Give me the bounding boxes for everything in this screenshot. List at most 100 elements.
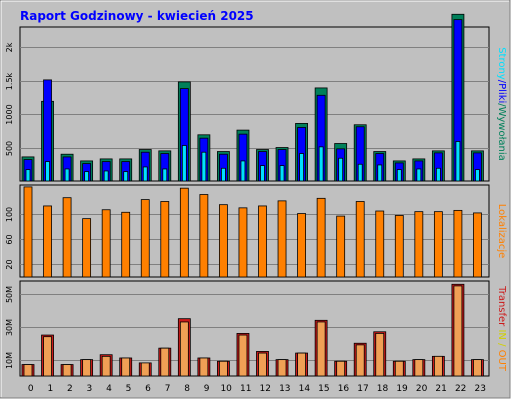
bar-traffic-transfer-in-8 — [179, 321, 189, 377]
legend-label-part: OUT — [496, 350, 507, 372]
legend-label-part: Strony — [496, 47, 507, 80]
panel-traffic-ytick-label: 30M — [5, 319, 14, 336]
bar-hits-files-pages-strony-11 — [240, 160, 246, 182]
bar-visits-lokalizacje-0 — [23, 186, 33, 278]
panel-visits-frame — [19, 184, 490, 278]
xtick-label-6: 6 — [145, 384, 151, 394]
bar-traffic-transfer-in-15 — [316, 321, 326, 377]
bar-hits-files-pages-strony-2 — [64, 168, 70, 182]
xtick-label-4: 4 — [106, 384, 112, 394]
panel-traffic-ytick-label: 50M — [5, 286, 14, 303]
bar-traffic-transfer-in-23 — [473, 359, 482, 377]
bar-traffic-transfer-in-1 — [43, 336, 52, 377]
bar-hits-files-pages-strony-19 — [396, 169, 402, 182]
bar-hits-files-pages-strony-1 — [45, 161, 50, 182]
legend-label-part: Transfer — [496, 285, 507, 327]
bar-visits-lokalizacje-20 — [414, 211, 424, 278]
xtick-label-17: 17 — [357, 384, 368, 394]
legend-label-part: Wywołania — [496, 107, 507, 161]
bar-visits-lokalizacje-21 — [433, 211, 443, 278]
xtick-label-5: 5 — [126, 384, 132, 394]
bar-traffic-transfer-in-3 — [82, 359, 92, 377]
bar-hits-files-pages-strony-10 — [221, 167, 226, 182]
xtick-label-19: 19 — [396, 384, 408, 394]
bar-traffic-transfer-in-22 — [453, 285, 463, 377]
xtick-label-23: 23 — [475, 384, 486, 394]
panel-visits-legend-label: Lokalizacje — [496, 204, 507, 259]
panel-hits-files-pages-ytick-label: 2k — [5, 42, 14, 52]
xtick-label-1: 1 — [47, 384, 53, 394]
bar-hits-files-pages-strony-23 — [475, 169, 480, 182]
xtick-label-7: 7 — [165, 384, 171, 394]
xtick-label-11: 11 — [240, 384, 251, 394]
bar-traffic-transfer-in-2 — [62, 364, 72, 377]
xtick-label-13: 13 — [279, 384, 290, 394]
panel-visits-ytick-label: 20 — [5, 259, 14, 269]
xtick-label-9: 9 — [204, 384, 210, 394]
bar-traffic-transfer-in-0 — [23, 364, 33, 377]
legend-label-part: / — [496, 340, 507, 350]
bar-visits-lokalizacje-11 — [238, 207, 248, 278]
bar-hits-files-pages-strony-16 — [338, 157, 344, 182]
bar-hits-files-pages-strony-17 — [357, 163, 363, 182]
bar-visits-lokalizacje-10 — [219, 204, 228, 278]
bar-hits-files-pages-strony-0 — [25, 169, 31, 182]
bar-visits-lokalizacje-9 — [199, 194, 209, 278]
bar-traffic-transfer-in-5 — [121, 357, 131, 377]
legend-label-part: / — [496, 80, 507, 84]
bar-hits-files-pages-strony-4 — [103, 170, 109, 182]
legend-label-part: IN — [496, 326, 507, 340]
bar-visits-lokalizacje-18 — [375, 210, 385, 278]
xtick-label-21: 21 — [435, 384, 446, 394]
bar-hits-files-pages-strony-3 — [84, 171, 90, 182]
xtick-label-14: 14 — [299, 384, 311, 394]
xtick-label-8: 8 — [184, 384, 190, 394]
bar-traffic-transfer-in-10 — [219, 360, 228, 377]
bar-traffic-transfer-in-18 — [375, 333, 385, 377]
bar-visits-lokalizacje-13 — [277, 200, 287, 278]
bar-visits-lokalizacje-5 — [121, 211, 131, 278]
legend-label-part: Lokalizacje — [496, 204, 507, 259]
bar-visits-lokalizacje-16 — [336, 215, 346, 278]
panel-hits-files-pages-ytick-label: 1.5k — [5, 72, 14, 90]
bar-traffic-transfer-in-17 — [355, 344, 365, 377]
xtick-label-3: 3 — [87, 384, 93, 394]
bar-hits-files-pages-strony-14 — [299, 153, 304, 182]
xtick-label-12: 12 — [260, 384, 271, 394]
bar-traffic-transfer-in-19 — [394, 360, 404, 377]
bar-visits-lokalizacje-22 — [453, 209, 463, 278]
legend-label-part: Pliki — [496, 83, 507, 103]
bar-visits-lokalizacje-14 — [297, 213, 306, 278]
bar-hits-files-pages-strony-7 — [162, 168, 168, 182]
panel-hits-files-pages-ytick-label: 1000 — [5, 104, 14, 124]
panel-hits-files-pages-frame — [19, 26, 490, 182]
xtick-label-16: 16 — [338, 384, 350, 394]
bar-visits-lokalizacje-2 — [62, 197, 72, 278]
bar-visits-lokalizacje-8 — [179, 187, 189, 278]
bar-traffic-transfer-in-12 — [258, 352, 267, 377]
bar-visits-lokalizacje-17 — [355, 201, 365, 278]
bar-traffic-transfer-in-13 — [277, 359, 287, 377]
bar-hits-files-pages-strony-20 — [416, 168, 422, 182]
bar-hits-files-pages-strony-8 — [181, 145, 187, 182]
bar-hits-files-pages-strony-15 — [318, 146, 324, 182]
bar-visits-lokalizacje-12 — [258, 205, 267, 278]
bar-hits-files-pages-strony-9 — [201, 151, 207, 182]
bar-traffic-transfer-in-7 — [160, 347, 170, 377]
bar-traffic-transfer-in-16 — [336, 360, 346, 377]
bar-hits-files-pages-strony-6 — [142, 166, 148, 182]
bar-traffic-transfer-in-4 — [101, 355, 111, 377]
bar-traffic-transfer-in-9 — [199, 357, 209, 377]
panel-visits-ytick-label: 100 — [5, 207, 14, 222]
xtick-label-2: 2 — [67, 384, 73, 394]
panel-visits-ytick-label: 60 — [5, 234, 14, 244]
bar-hits-files-pages-strony-5 — [123, 171, 129, 182]
xtick-label-18: 18 — [377, 384, 389, 394]
bar-visits-lokalizacje-4 — [101, 209, 111, 278]
xtick-label-15: 15 — [318, 384, 329, 394]
bar-traffic-transfer-in-6 — [140, 362, 150, 377]
xtick-label-22: 22 — [455, 384, 466, 394]
